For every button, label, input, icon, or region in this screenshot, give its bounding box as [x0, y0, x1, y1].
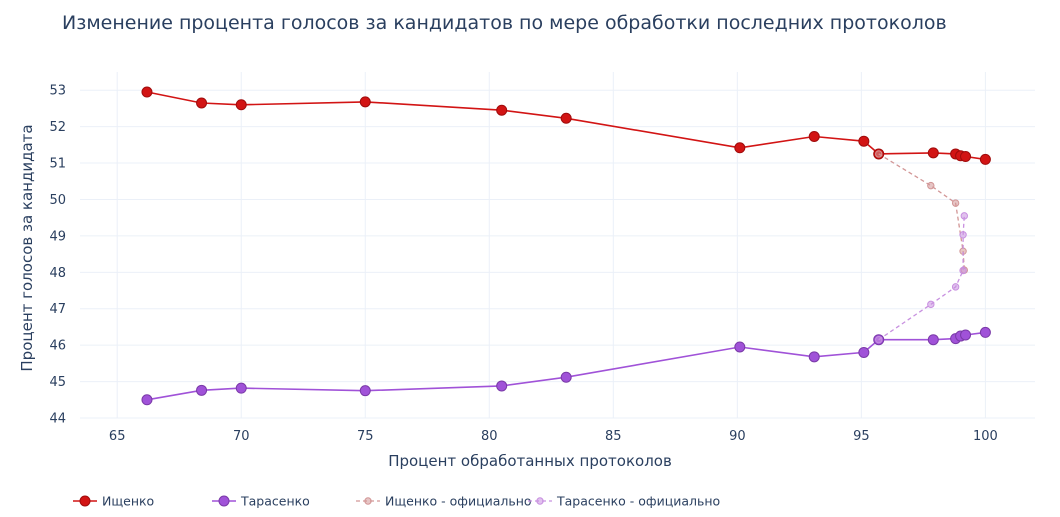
- data-point[interactable]: [951, 199, 960, 207]
- series-line: [878, 153, 965, 271]
- axes: 44 45 46 47 48 49 50 51 52 53 65 70 75 80 85 90 95 100: [49, 84, 997, 444]
- data-point[interactable]: [927, 181, 935, 190]
- data-point[interactable]: [927, 334, 939, 346]
- legend-label: Тарасенко: [240, 494, 310, 509]
- data-point[interactable]: [235, 382, 247, 394]
- y-tick-label: 50: [49, 193, 66, 208]
- x-tick-label: 70: [233, 429, 250, 444]
- data-point[interactable]: [875, 335, 883, 344]
- series-line: [146, 91, 986, 161]
- series-layer: [141, 86, 991, 406]
- legend-item[interactable]: Тарасенко: [212, 494, 310, 509]
- data-point[interactable]: [808, 351, 820, 363]
- data-point[interactable]: [560, 371, 572, 383]
- y-tick-label: 46: [49, 339, 66, 354]
- data-point[interactable]: [951, 283, 960, 291]
- data-point[interactable]: [560, 112, 572, 124]
- x-tick-label: 85: [605, 429, 622, 444]
- legend-swatch-marker: [364, 497, 372, 505]
- legend-label: Тарасенко - официально: [556, 494, 720, 509]
- series-2: [875, 150, 969, 274]
- data-point[interactable]: [858, 346, 870, 358]
- legend-item[interactable]: Ищенко: [73, 494, 154, 509]
- data-point[interactable]: [808, 130, 820, 142]
- data-point[interactable]: [235, 99, 247, 111]
- y-tick-label: 49: [49, 229, 66, 244]
- data-point[interactable]: [734, 341, 746, 353]
- legend-swatch-marker: [218, 495, 230, 507]
- data-point[interactable]: [959, 231, 967, 239]
- y-tick-label: 47: [49, 302, 66, 317]
- data-point[interactable]: [196, 384, 208, 396]
- y-tick-label: 51: [49, 157, 66, 172]
- x-tick-label: 75: [357, 429, 374, 444]
- legend-label: Ищенко - официально: [385, 494, 532, 509]
- data-point[interactable]: [979, 326, 991, 338]
- legend-item[interactable]: Тарасенко - официально: [528, 494, 720, 509]
- data-point[interactable]: [927, 147, 939, 159]
- y-tick-label: 45: [49, 375, 66, 390]
- chart-title: Изменение процента голосов за кандидатов…: [62, 12, 947, 34]
- data-point[interactable]: [734, 142, 746, 154]
- legend-label: Ищенко: [102, 494, 154, 509]
- data-point[interactable]: [875, 150, 883, 158]
- data-point[interactable]: [858, 135, 870, 147]
- y-tick-label: 44: [49, 412, 66, 427]
- legend-swatch-marker: [79, 495, 91, 507]
- y-tick-label: 48: [49, 266, 66, 281]
- y-axis-label: Процент голосов за кандидата: [18, 124, 36, 371]
- series-3: [875, 212, 969, 344]
- data-point[interactable]: [960, 329, 972, 341]
- data-point[interactable]: [959, 266, 967, 275]
- x-axis-label: Процент обработанных протоколов: [388, 452, 672, 470]
- legend[interactable]: Ищенко Тарасенко Ищенко - официально Тарасе…: [73, 494, 720, 509]
- y-tick-label: 52: [49, 120, 66, 135]
- x-tick-label: 65: [109, 429, 126, 444]
- legend-item[interactable]: Ищенко - официально: [356, 494, 532, 509]
- x-tick-label: 80: [481, 429, 498, 444]
- data-point[interactable]: [359, 385, 371, 397]
- data-point[interactable]: [496, 380, 508, 392]
- data-point[interactable]: [927, 300, 935, 309]
- series-line: [146, 331, 986, 401]
- legend-swatch-marker: [536, 497, 544, 505]
- data-point[interactable]: [141, 394, 153, 406]
- data-point[interactable]: [196, 97, 208, 109]
- data-point[interactable]: [359, 96, 371, 108]
- x-tick-label: 100: [973, 429, 998, 444]
- x-tick-label: 90: [729, 429, 746, 444]
- data-point[interactable]: [141, 86, 153, 98]
- data-point[interactable]: [960, 150, 972, 162]
- data-point[interactable]: [979, 153, 991, 165]
- data-point[interactable]: [960, 212, 969, 220]
- grid: [80, 72, 1035, 419]
- y-tick-label: 53: [49, 84, 66, 99]
- data-point[interactable]: [496, 104, 508, 116]
- x-tick-label: 95: [853, 429, 870, 444]
- series-1: [141, 326, 991, 406]
- series-line: [878, 215, 965, 341]
- series-0: [141, 86, 991, 165]
